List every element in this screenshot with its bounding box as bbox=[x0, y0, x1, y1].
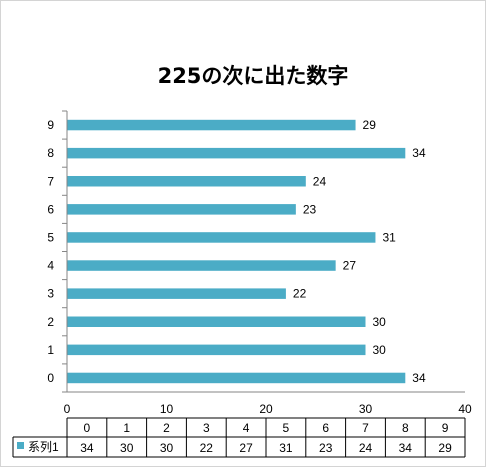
table-header-1: 1 bbox=[123, 421, 130, 435]
table-header-3: 3 bbox=[203, 421, 210, 435]
category-label-1: 1 bbox=[47, 343, 54, 357]
table-value-8: 34 bbox=[399, 441, 413, 455]
table-value-6: 23 bbox=[319, 441, 333, 455]
data-label-2: 30 bbox=[373, 315, 387, 329]
value-tick-label: 20 bbox=[259, 402, 273, 416]
value-tick-label: 30 bbox=[359, 402, 373, 416]
table-value-5: 31 bbox=[279, 441, 293, 455]
chart-title: 225の次に出た数字 bbox=[158, 64, 349, 88]
table-value-0: 34 bbox=[80, 441, 94, 455]
table-header-9: 9 bbox=[442, 421, 449, 435]
data-table: 0 34 1 30 2 30 3 22 4 27 5 31 6 23 7 24 8 34 9 29 系列1 bbox=[12, 417, 466, 458]
axes bbox=[62, 110, 465, 393]
bar-8 bbox=[67, 147, 406, 159]
table-value-7: 24 bbox=[359, 441, 373, 455]
data-label-7: 24 bbox=[313, 174, 327, 188]
legend-key-swatch bbox=[17, 442, 24, 449]
category-label-7: 7 bbox=[47, 174, 54, 188]
category-label-5: 5 bbox=[47, 230, 54, 244]
data-label-8: 34 bbox=[412, 146, 426, 160]
value-axis-labels: 0 10 20 30 40 bbox=[64, 402, 472, 416]
data-label-0: 34 bbox=[412, 371, 426, 385]
category-label-3: 3 bbox=[47, 287, 54, 301]
bar-5 bbox=[67, 232, 376, 243]
category-label-6: 6 bbox=[47, 202, 54, 216]
category-label-0: 0 bbox=[47, 371, 54, 385]
table-header-7: 7 bbox=[362, 421, 369, 435]
value-tick-label: 10 bbox=[160, 402, 174, 416]
data-labels: 34 30 30 22 27 31 23 24 34 29 bbox=[293, 118, 426, 385]
data-label-4: 27 bbox=[343, 259, 357, 273]
category-label-8: 8 bbox=[47, 146, 54, 160]
table-value-1: 30 bbox=[120, 441, 134, 455]
bar-0 bbox=[67, 372, 406, 384]
table-header-6: 6 bbox=[322, 421, 329, 435]
table-header-5: 5 bbox=[283, 421, 290, 435]
bar-6 bbox=[67, 204, 296, 215]
bar-7 bbox=[67, 176, 306, 187]
table-value-9: 29 bbox=[438, 441, 452, 455]
category-label-2: 2 bbox=[47, 315, 54, 329]
table-value-3: 22 bbox=[200, 441, 214, 455]
value-tick-label: 40 bbox=[458, 402, 472, 416]
table-value-4: 27 bbox=[239, 441, 253, 455]
bars-group bbox=[67, 119, 406, 384]
bar-9 bbox=[67, 119, 356, 131]
series-name-label: 系列1 bbox=[28, 440, 59, 454]
table-header-2: 2 bbox=[163, 421, 170, 435]
value-tick-label: 0 bbox=[64, 402, 71, 416]
category-label-9: 9 bbox=[47, 118, 54, 132]
bar-3 bbox=[67, 288, 286, 299]
data-label-5: 31 bbox=[382, 230, 396, 244]
category-label-4: 4 bbox=[47, 259, 54, 273]
data-label-9: 29 bbox=[363, 118, 377, 132]
table-header-4: 4 bbox=[243, 421, 250, 435]
bar-4 bbox=[67, 260, 336, 271]
data-label-3: 22 bbox=[293, 287, 307, 301]
table-value-2: 30 bbox=[160, 441, 174, 455]
bar-1 bbox=[67, 344, 366, 356]
data-label-6: 23 bbox=[303, 202, 317, 216]
bar-2 bbox=[67, 316, 366, 327]
table-header-8: 8 bbox=[402, 421, 409, 435]
table-header-0: 0 bbox=[84, 421, 91, 435]
category-labels: 0 1 2 3 4 5 6 7 8 9 bbox=[47, 118, 54, 385]
data-label-1: 30 bbox=[373, 343, 387, 357]
